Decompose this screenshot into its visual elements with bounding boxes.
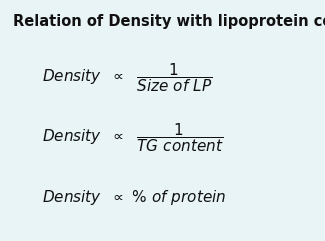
- Text: Relation of Density with lipoprotein contents: Relation of Density with lipoprotein con…: [13, 14, 325, 29]
- Text: $\mathit{Density}\ \ \propto\ \mathit{\%\ of\ protein}$: $\mathit{Density}\ \ \propto\ \mathit{\%…: [42, 188, 227, 207]
- Text: $\mathit{Density}\ \ \propto\ \ \dfrac{1}{\mathit{Size\ of\ LP}}$: $\mathit{Density}\ \ \propto\ \ \dfrac{1…: [42, 61, 213, 94]
- Text: $\mathit{Density}\ \ \propto\ \ \dfrac{1}{\mathit{TG\ content}}$: $\mathit{Density}\ \ \propto\ \ \dfrac{1…: [42, 121, 224, 154]
